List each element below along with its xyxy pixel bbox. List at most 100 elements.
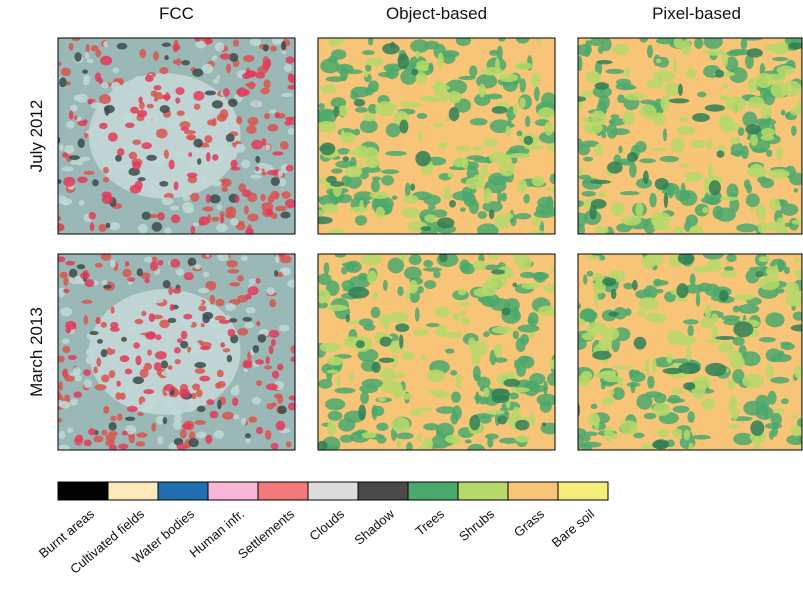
- texture: [324, 262, 330, 275]
- texture: [223, 348, 230, 352]
- texture: [733, 305, 740, 312]
- texture: [271, 339, 276, 346]
- figure: FCCObject-basedPixel-basedJuly 2012March…: [0, 0, 803, 603]
- texture: [687, 325, 693, 336]
- texture: [159, 67, 168, 74]
- texture: [760, 178, 774, 188]
- texture: [251, 140, 263, 150]
- texture: [781, 398, 789, 404]
- texture: [586, 255, 600, 259]
- texture: [327, 370, 339, 374]
- image-panel: [311, 251, 559, 456]
- texture: [272, 371, 279, 379]
- texture: [190, 193, 199, 202]
- texture: [170, 206, 179, 211]
- texture: [236, 116, 242, 124]
- texture: [157, 260, 163, 266]
- texture: [529, 332, 534, 338]
- texture: [701, 196, 721, 203]
- texture: [209, 324, 221, 330]
- texture: [459, 311, 466, 317]
- texture: [385, 151, 406, 156]
- texture: [610, 128, 630, 135]
- texture: [380, 314, 391, 326]
- texture: [109, 222, 120, 230]
- texture: [683, 429, 690, 440]
- texture: [252, 397, 261, 404]
- texture: [770, 377, 789, 384]
- texture: [125, 386, 130, 396]
- texture: [136, 441, 145, 446]
- texture: [271, 443, 279, 450]
- texture: [122, 431, 128, 436]
- texture: [102, 192, 112, 198]
- texture: [392, 385, 403, 398]
- texture: [75, 435, 84, 443]
- texture: [722, 52, 728, 66]
- texture: [433, 122, 443, 127]
- texture: [652, 440, 667, 449]
- texture: [432, 84, 450, 91]
- texture: [406, 442, 413, 452]
- texture: [511, 387, 530, 392]
- texture: [104, 105, 115, 113]
- row-title: March 2013: [27, 307, 46, 397]
- texture: [721, 270, 738, 277]
- texture: [262, 61, 270, 70]
- texture: [195, 264, 201, 269]
- column-title: Pixel-based: [652, 4, 741, 23]
- texture: [771, 354, 792, 363]
- texture: [687, 411, 694, 423]
- texture: [719, 290, 729, 302]
- texture: [65, 261, 75, 266]
- texture: [205, 366, 213, 370]
- texture: [121, 113, 131, 121]
- texture: [162, 197, 174, 205]
- texture: [415, 151, 430, 167]
- texture: [485, 434, 499, 440]
- texture: [746, 184, 752, 194]
- texture: [372, 291, 377, 299]
- texture: [69, 110, 73, 119]
- texture: [274, 394, 283, 399]
- texture: [336, 375, 340, 387]
- texture: [243, 317, 253, 322]
- legend-label: Settlements: [235, 506, 298, 562]
- texture: [355, 107, 368, 113]
- texture: [590, 110, 606, 125]
- texture: [258, 334, 267, 343]
- texture: [574, 435, 584, 450]
- texture: [627, 152, 638, 162]
- texture: [690, 273, 696, 286]
- texture: [147, 104, 154, 109]
- texture: [93, 367, 98, 374]
- texture: [217, 204, 222, 210]
- texture: [705, 104, 725, 111]
- texture: [420, 96, 435, 101]
- texture: [85, 279, 95, 287]
- texture: [138, 224, 148, 234]
- texture: [331, 49, 346, 59]
- texture: [328, 228, 344, 237]
- texture: [643, 171, 649, 185]
- texture: [590, 180, 611, 184]
- texture: [573, 200, 584, 207]
- texture: [485, 410, 505, 415]
- texture: [456, 374, 461, 389]
- texture: [77, 176, 88, 183]
- texture: [609, 119, 615, 124]
- texture: [736, 224, 757, 233]
- texture: [235, 195, 240, 203]
- texture: [481, 164, 488, 178]
- texture: [772, 422, 778, 437]
- texture: [204, 135, 212, 143]
- texture: [613, 44, 630, 55]
- texture: [91, 45, 99, 51]
- texture: [192, 383, 200, 390]
- texture: [652, 359, 657, 373]
- texture: [78, 200, 84, 206]
- texture: [758, 222, 768, 233]
- texture: [128, 325, 140, 334]
- texture: [330, 181, 344, 187]
- texture: [747, 48, 763, 57]
